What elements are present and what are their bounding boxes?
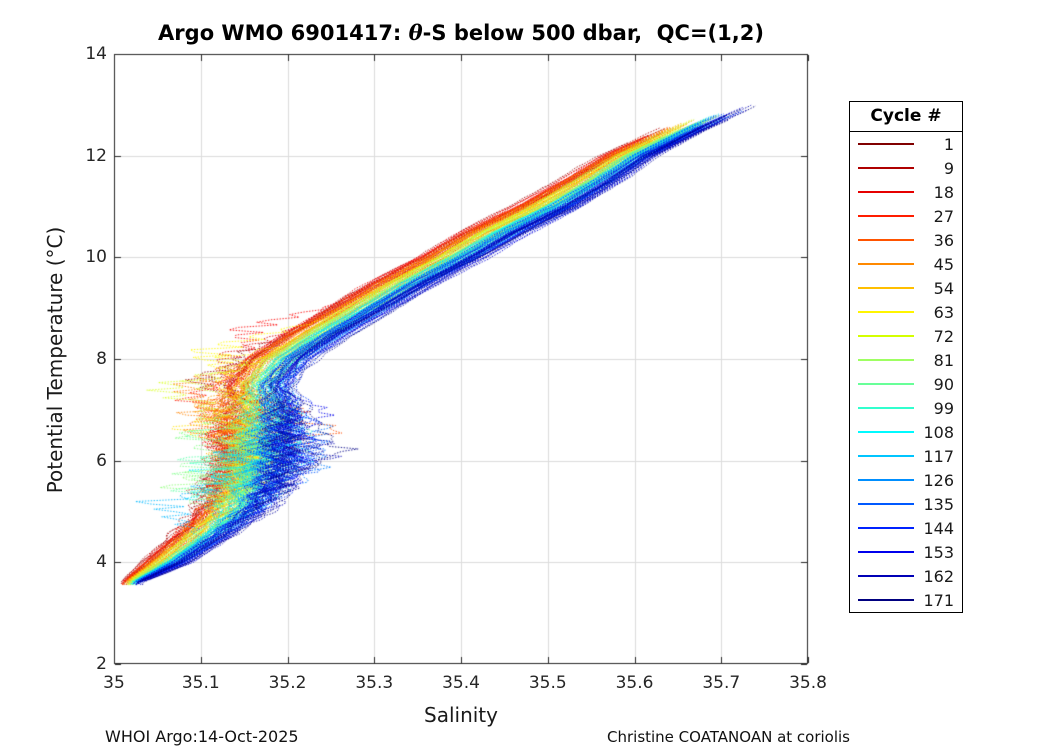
legend-cycle-label: 162 xyxy=(923,566,954,586)
legend-cycle-label: 117 xyxy=(923,446,954,466)
legend-cycle-label: 81 xyxy=(933,350,954,370)
legend-line-swatch xyxy=(858,335,914,337)
legend-entry: 54 xyxy=(850,276,962,300)
legend-cycle-label: 36 xyxy=(933,230,954,250)
legend-entry: 108 xyxy=(850,420,962,444)
y-tick-label: 2 xyxy=(96,654,107,674)
legend-entry: 90 xyxy=(850,372,962,396)
legend-entry: 1 xyxy=(850,132,962,156)
x-tick-label: 35 xyxy=(103,673,125,693)
legend-line-swatch xyxy=(858,239,914,241)
y-tick-label: 10 xyxy=(85,247,107,268)
y-tick-label: 4 xyxy=(96,552,107,573)
legend-title: Cycle # xyxy=(850,102,962,132)
x-axis-label: Salinity xyxy=(424,703,498,727)
legend-line-swatch xyxy=(858,263,914,265)
legend-line-swatch xyxy=(858,503,914,505)
chart-title: Argo WMO 6901417: θ-S below 500 dbar, QC… xyxy=(114,20,808,45)
legend-entry: 72 xyxy=(850,324,962,348)
x-tick-label: 35.5 xyxy=(528,673,567,693)
legend-entry: 9 xyxy=(850,156,962,180)
footer-credit-right: Christine COATANOAN at coriolis xyxy=(607,728,850,746)
legend-entry: 27 xyxy=(850,204,962,228)
legend-entry: 117 xyxy=(850,444,962,468)
x-tick-label: 35.1 xyxy=(181,673,220,693)
legend-line-swatch xyxy=(858,479,914,481)
legend-line-swatch xyxy=(858,599,914,601)
legend-entry: 81 xyxy=(850,348,962,372)
legend-line-swatch xyxy=(858,143,914,145)
legend-entry: 18 xyxy=(850,180,962,204)
legend-entry: 126 xyxy=(850,468,962,492)
legend-entry: 153 xyxy=(850,540,962,564)
legend-cycle-label: 126 xyxy=(923,470,954,490)
legend-line-swatch xyxy=(858,311,914,313)
legend-cycle-label: 153 xyxy=(923,542,954,562)
legend-cycle-label: 54 xyxy=(933,278,954,298)
y-tick-label: 14 xyxy=(85,44,107,64)
legend-line-swatch xyxy=(858,575,914,577)
legend-entry: 63 xyxy=(850,300,962,324)
title-suffix: -S below 500 dbar, QC=(1,2) xyxy=(422,21,764,45)
legend-cycle-label: 144 xyxy=(923,518,954,538)
legend-cycle-label: 108 xyxy=(923,422,954,442)
legend-line-swatch xyxy=(858,359,914,361)
x-tick-label: 35.6 xyxy=(615,673,654,693)
legend-cycle-label: 63 xyxy=(933,302,954,322)
legend-cycle-label: 45 xyxy=(933,254,954,274)
x-tick-label: 35.4 xyxy=(442,673,480,693)
legend-entry: 171 xyxy=(850,588,962,612)
legend-entry: 144 xyxy=(850,516,962,540)
legend-cycle-label: 72 xyxy=(933,326,954,346)
legend-cycle-label: 1 xyxy=(943,134,954,154)
legend-entry: 99 xyxy=(850,396,962,420)
legend-line-swatch xyxy=(858,287,914,289)
legend-line-swatch xyxy=(858,527,914,529)
y-tick-label: 12 xyxy=(85,145,107,166)
legend-line-swatch xyxy=(858,551,914,553)
legend-line-swatch xyxy=(858,407,914,409)
legend-cycle-label: 135 xyxy=(923,494,954,514)
x-tick-label: 35.2 xyxy=(268,673,307,693)
legend-line-swatch xyxy=(858,455,914,457)
y-tick-label: 8 xyxy=(96,349,107,369)
legend-entry: 45 xyxy=(850,252,962,276)
legend-line-swatch xyxy=(858,191,914,193)
legend-cycle-label: 90 xyxy=(933,374,954,394)
legend-cycle-label: 9 xyxy=(943,158,954,178)
footer-credit-left: WHOI Argo:14-Oct-2025 xyxy=(105,727,299,746)
legend-entry: 135 xyxy=(850,492,962,516)
legend-line-swatch xyxy=(858,431,914,433)
y-axis-label: Potential Temperature (°C) xyxy=(43,226,67,494)
legend-cycle-label: 18 xyxy=(933,182,954,202)
title-prefix: Argo WMO 6901417: xyxy=(158,21,409,45)
legend-entry: 162 xyxy=(850,564,962,588)
legend-cycle-label: 27 xyxy=(933,206,954,226)
x-tick-label: 35.3 xyxy=(355,673,394,693)
legend-line-swatch xyxy=(858,383,914,385)
title-theta-symbol: θ xyxy=(408,20,423,45)
legend-cycle-label: 99 xyxy=(933,398,954,418)
y-tick-label: 6 xyxy=(96,450,107,471)
legend-entries: 1 9 18 27 36 45 54 63 72 81 90 99 108 117 126 135 144 153… xyxy=(850,132,962,612)
legend-entry: 36 xyxy=(850,228,962,252)
x-tick-label: 35.8 xyxy=(789,673,827,693)
legend: Cycle # 1 9 18 27 36 45 54 63 72 81 90 99 108 117 126 1… xyxy=(849,101,963,613)
legend-line-swatch xyxy=(858,215,914,217)
legend-line-swatch xyxy=(858,167,914,169)
legend-cycle-label: 171 xyxy=(923,590,954,610)
x-tick-label: 35.7 xyxy=(702,673,741,693)
